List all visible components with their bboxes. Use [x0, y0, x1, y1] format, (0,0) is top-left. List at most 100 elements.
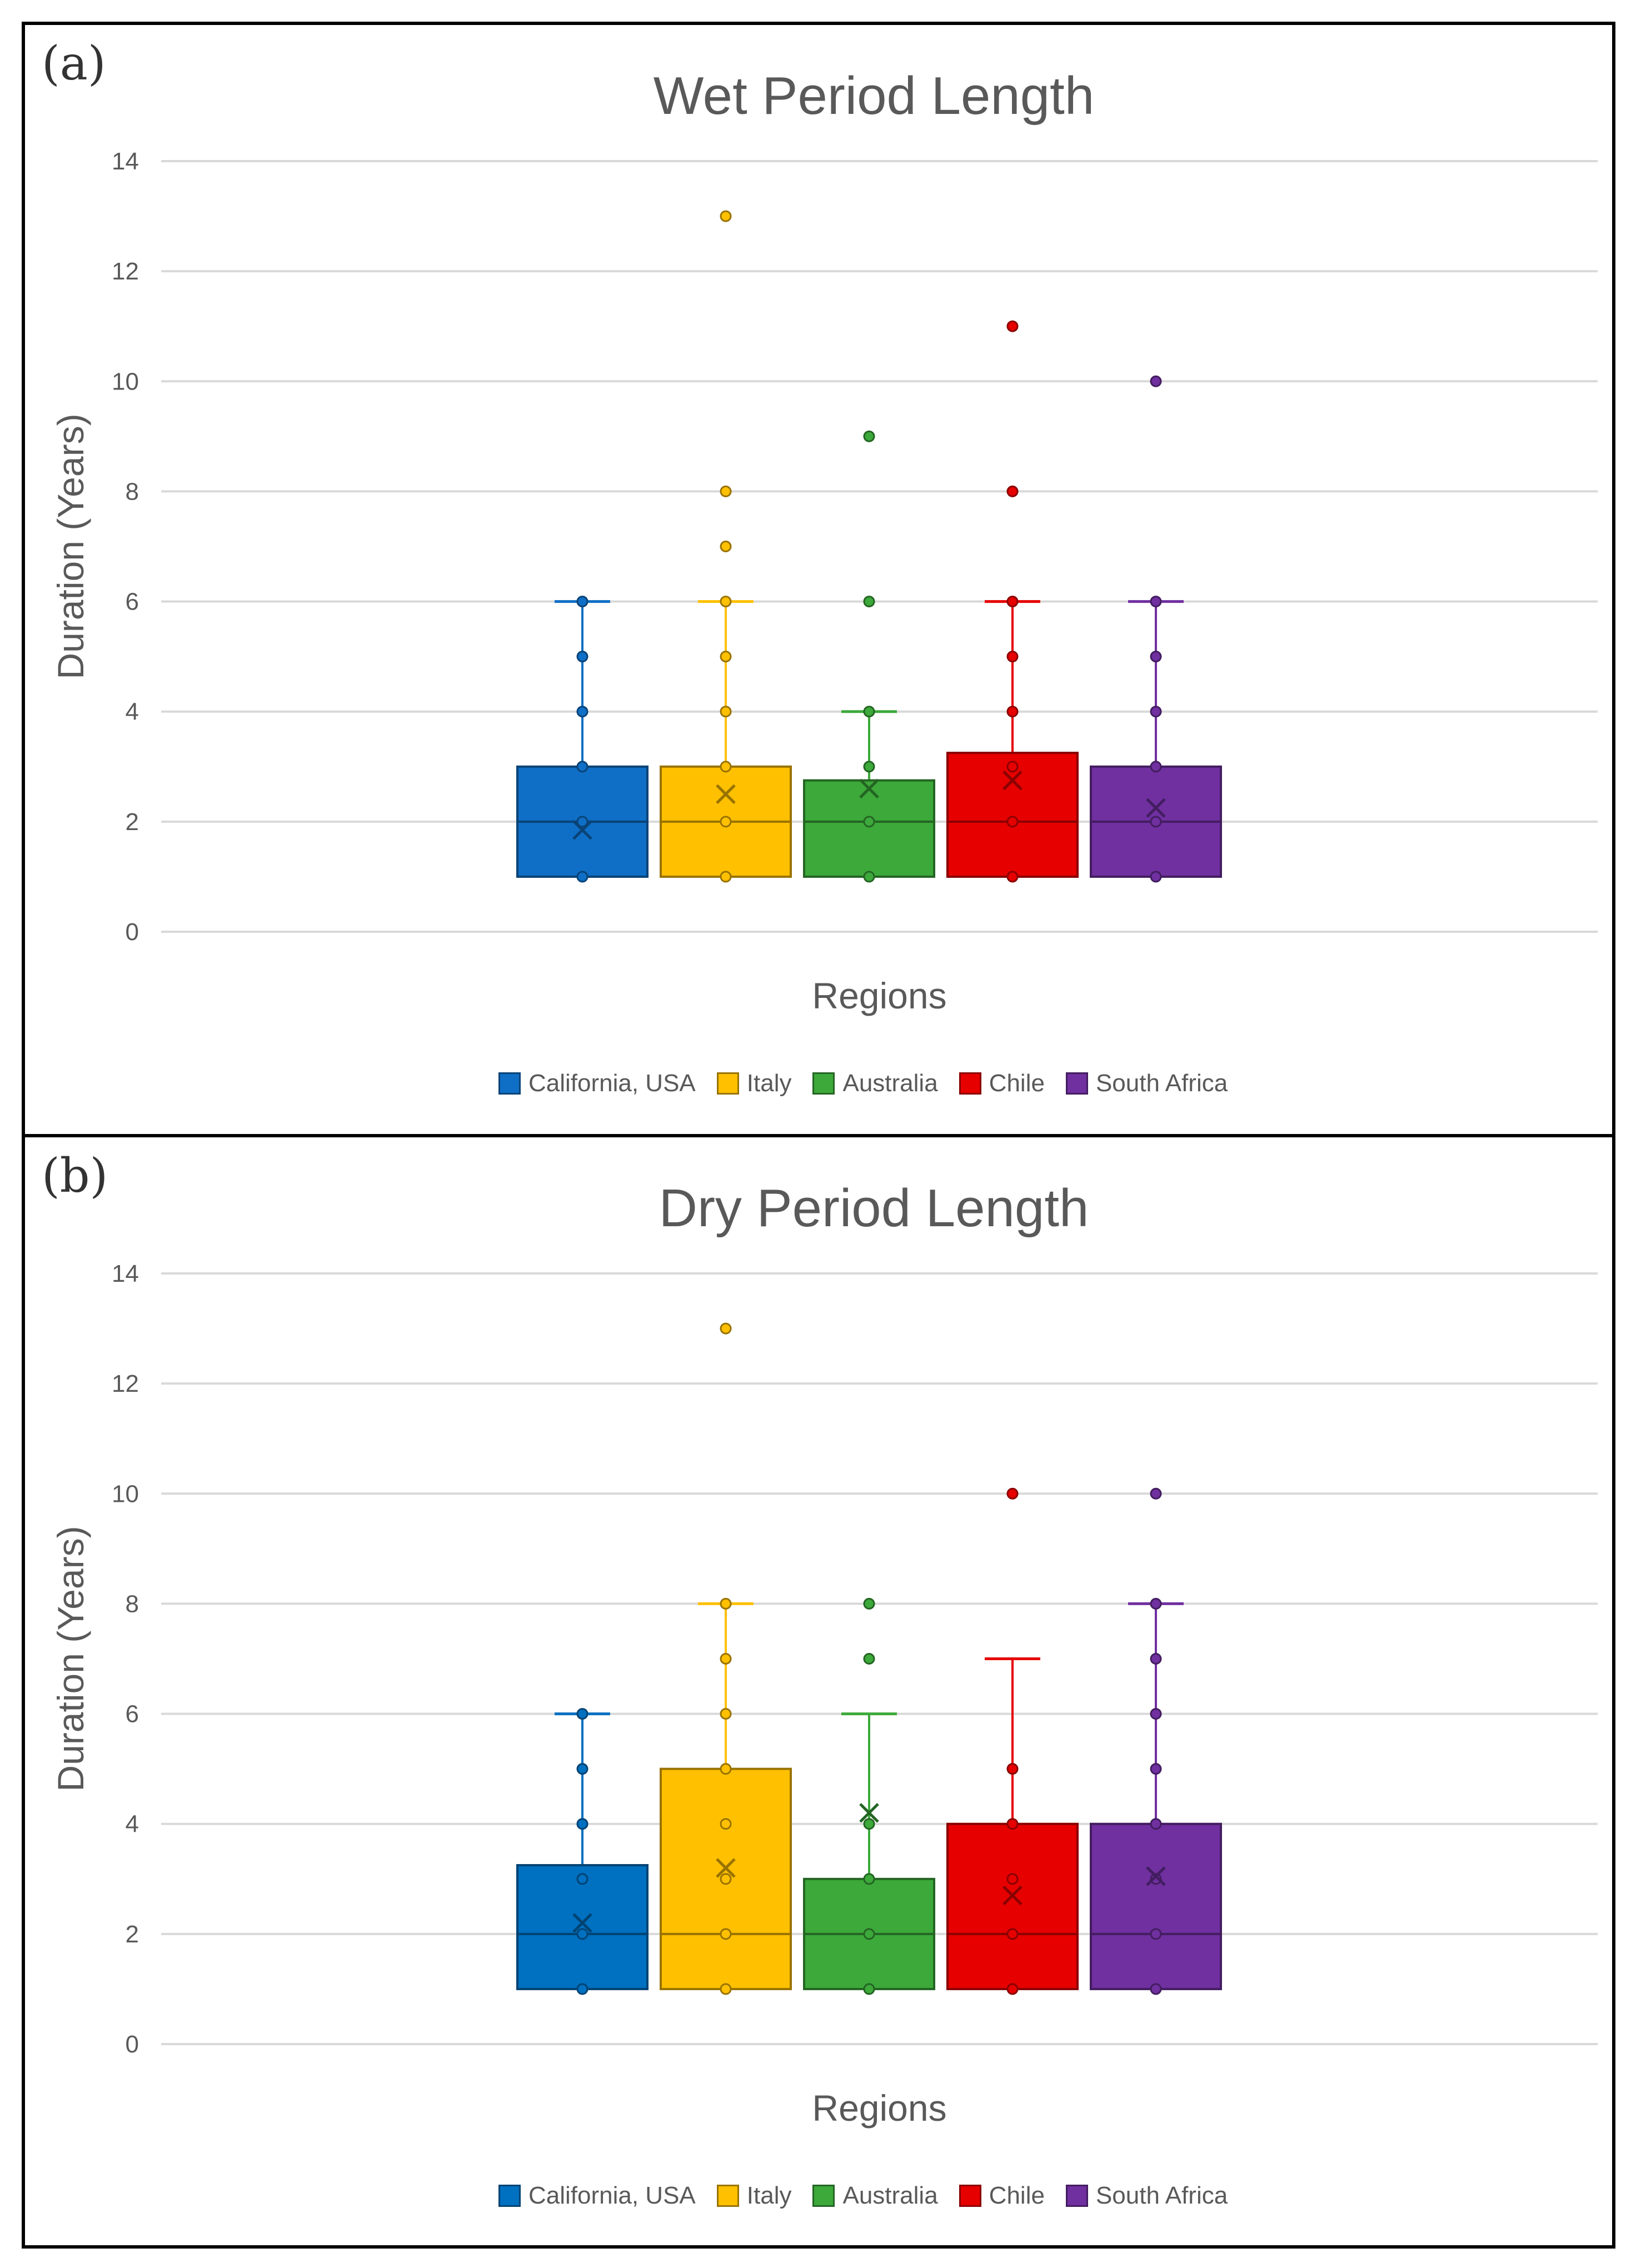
- data-point: [576, 1873, 588, 1885]
- box-chile: [946, 320, 1079, 883]
- data-point: [863, 1928, 875, 1940]
- data-point: [863, 1873, 875, 1885]
- y-tick-label: 0: [126, 918, 139, 946]
- chart-title: Wet Period Length: [654, 66, 1094, 126]
- data-point: [576, 1708, 588, 1720]
- data-point: [1006, 1818, 1019, 1830]
- outlier-point: [1006, 1487, 1019, 1500]
- data-point: [1150, 596, 1162, 608]
- y-tick-label: 6: [126, 1701, 139, 1728]
- y-tick-label: 10: [112, 1480, 139, 1507]
- data-point: [863, 706, 875, 718]
- data-point: [863, 1983, 875, 1995]
- mean-marker: [859, 1803, 879, 1823]
- box-italy: [660, 1322, 792, 1995]
- data-point: [1006, 816, 1019, 828]
- legend-item: Chile: [959, 2182, 1045, 2210]
- legend-item: South Africa: [1065, 1070, 1228, 1097]
- legend-label: California, USA: [528, 2182, 696, 2209]
- mean-marker: [716, 1858, 736, 1878]
- data-point: [720, 706, 732, 718]
- data-point: [863, 871, 875, 883]
- data-point: [1150, 1653, 1162, 1665]
- legend-label: Chile: [989, 2182, 1045, 2209]
- data-point: [1006, 596, 1019, 608]
- data-point: [576, 1983, 588, 1995]
- legend-label: Australia: [842, 2182, 938, 2209]
- legend-swatch: [812, 2185, 835, 2207]
- box-australia: [803, 430, 935, 883]
- box-italy: [660, 210, 792, 883]
- data-point: [1150, 1873, 1162, 1885]
- outlier-point: [720, 541, 732, 552]
- legend-item: South Africa: [1065, 2182, 1228, 2210]
- data-point: [1006, 871, 1019, 883]
- data-point: [720, 1818, 732, 1830]
- data-point: [863, 761, 875, 773]
- y-tick-label: 4: [126, 698, 139, 726]
- data-point: [1006, 1983, 1019, 1995]
- data-point: [576, 596, 588, 608]
- y-tick-label: 14: [112, 148, 139, 175]
- box-south-africa: [1090, 1487, 1222, 1995]
- panel-b: (b) Dry Period Length 0 2 4 6 8 10 12 14 Duration…: [22, 1134, 1615, 2249]
- outlier-point: [1006, 320, 1019, 332]
- data-point: [576, 651, 588, 663]
- box-australia: [803, 1597, 935, 1995]
- y-tick-label: 2: [126, 808, 139, 836]
- outlier-point: [720, 1322, 732, 1335]
- y-tick-label: 6: [126, 588, 139, 616]
- data-point: [1150, 1597, 1162, 1610]
- legend-label: California, USA: [528, 1070, 696, 1097]
- legend-item: Italy: [716, 1070, 791, 1097]
- wet-period-chart: Wet Period Length 0 2 4 6 8 10 12 14 Duration (Ye…: [50, 66, 1598, 1016]
- data-point: [576, 816, 588, 828]
- data-point: [1150, 816, 1162, 828]
- data-point: [576, 1928, 588, 1940]
- data-point: [1006, 1763, 1019, 1775]
- dry-period-chart: Dry Period Length 0 2 4 6 8 10 12 14 Duration (Ye…: [50, 1178, 1598, 2129]
- legend-swatch: [1065, 2185, 1088, 2207]
- data-point: [1006, 761, 1019, 773]
- data-point: [720, 761, 732, 773]
- box-south-africa: [1090, 375, 1222, 883]
- iqr-box: [803, 779, 935, 878]
- outlier-point: [863, 1653, 875, 1665]
- outlier-point: [863, 596, 875, 608]
- data-point: [1150, 1928, 1162, 1940]
- data-point: [720, 1873, 732, 1885]
- mean-marker: [1002, 770, 1023, 791]
- y-tick-label: 2: [126, 1921, 139, 1948]
- data-point: [576, 1763, 588, 1775]
- y-tick-label: 12: [112, 258, 139, 285]
- legend-item: Italy: [716, 2182, 792, 2210]
- y-tick-label: 0: [126, 2031, 139, 2058]
- outlier-point: [863, 1597, 875, 1610]
- data-point: [720, 871, 732, 883]
- y-tick-label: 8: [126, 1590, 139, 1617]
- data-point: [576, 1818, 588, 1830]
- mean-marker: [1146, 1866, 1166, 1886]
- outlier-point: [863, 430, 875, 442]
- data-point: [1006, 651, 1019, 663]
- legend-swatch: [812, 1072, 835, 1095]
- iqr-box: [1090, 1822, 1222, 1990]
- data-point: [720, 1597, 732, 1610]
- legend-label: Italy: [746, 2182, 792, 2209]
- legend-label: South Africa: [1095, 2182, 1228, 2209]
- outlier-point: [1006, 485, 1019, 497]
- data-point: [1150, 1818, 1162, 1830]
- iqr-box: [946, 752, 1079, 878]
- legend-swatch: [716, 1072, 739, 1095]
- data-point: [1006, 1928, 1019, 1940]
- legend-swatch: [498, 2185, 521, 2207]
- data-point: [720, 1983, 732, 1995]
- y-tick-label: 4: [126, 1811, 139, 1838]
- data-point: [1150, 871, 1162, 883]
- chart-title: Dry Period Length: [659, 1178, 1089, 1238]
- y-tick-label: 14: [112, 1260, 139, 1287]
- data-point: [1150, 761, 1162, 773]
- x-axis-label: Regions: [812, 975, 946, 1016]
- data-point: [1006, 706, 1019, 718]
- legend-label: Chile: [989, 1070, 1045, 1097]
